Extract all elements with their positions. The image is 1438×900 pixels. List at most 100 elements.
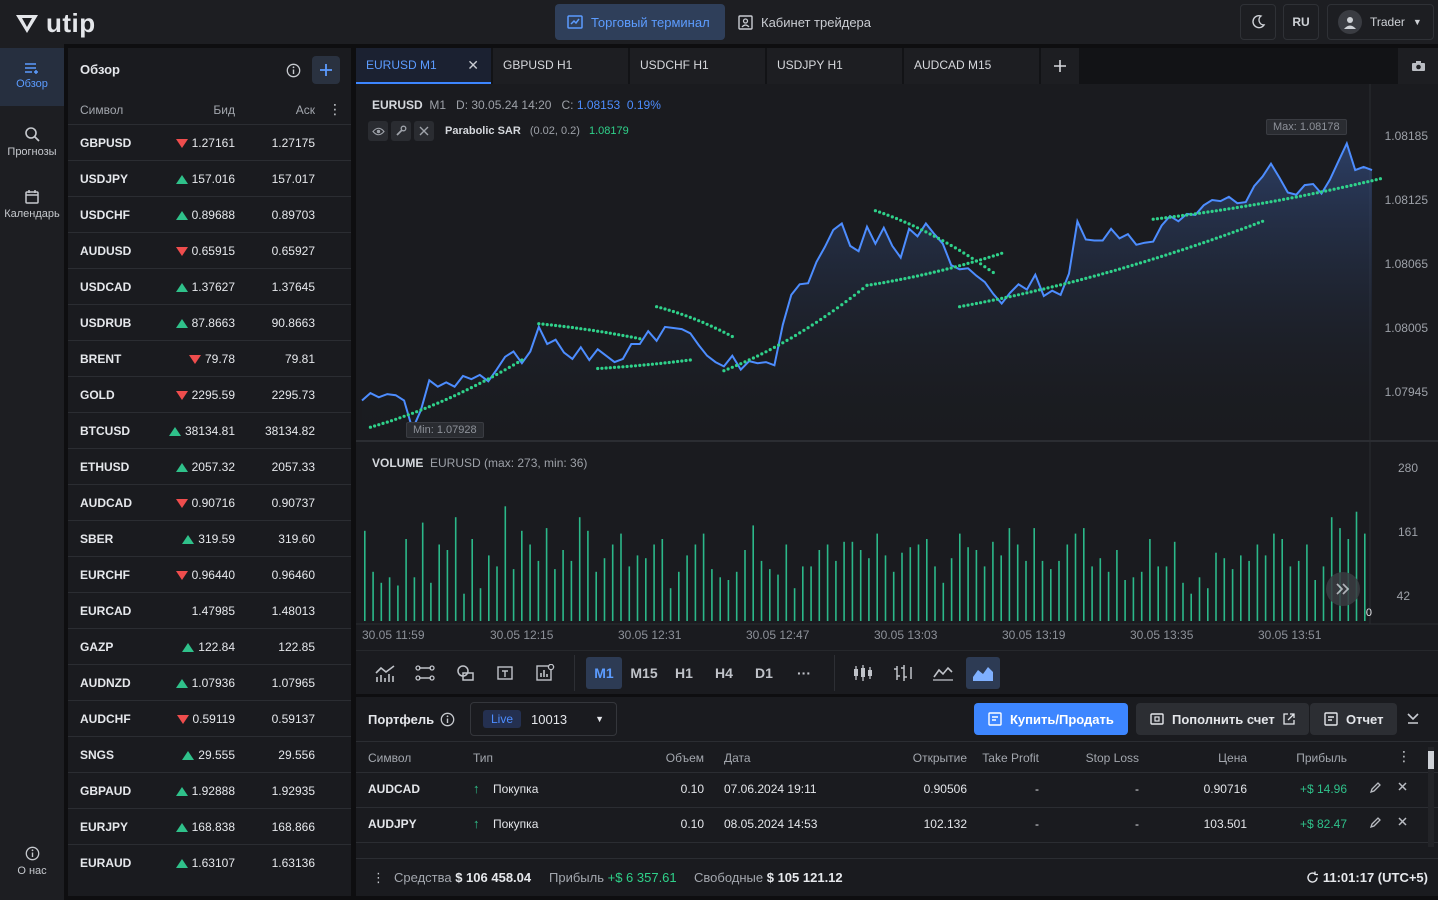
report-button[interactable]: Отчет (1310, 703, 1398, 735)
tab-label: AUDCAD M15 (914, 58, 992, 72)
language-button[interactable]: RU (1283, 4, 1319, 40)
column-header-ask[interactable]: Аск (295, 103, 315, 117)
close-position-icon[interactable] (1397, 816, 1408, 827)
close-icon[interactable]: ✕ (467, 57, 479, 73)
column-header[interactable]: Take Profit (982, 751, 1039, 765)
buy-sell-button[interactable]: Купить/Продать (974, 703, 1128, 735)
candles-chart-button[interactable] (846, 657, 880, 689)
tab-usdjpy-h1[interactable]: USDJPY H1 (767, 48, 902, 84)
column-header[interactable]: Символ (368, 751, 412, 765)
watchlist-row[interactable]: USDJPY 157.016 157.017 (68, 160, 351, 196)
column-header[interactable]: Объем (665, 751, 704, 765)
watchlist-row[interactable]: USDCHF 0.89688 0.89703 (68, 196, 351, 232)
timeframe-m1-button[interactable]: M1 (586, 657, 622, 689)
price-chart[interactable]: EURUSD M1 D: 30.05.24 14:20 C: 1.08153 0… (356, 84, 1438, 650)
shapes-button[interactable] (448, 657, 482, 689)
timeframe-h4-button[interactable]: H4 (715, 665, 733, 681)
column-header[interactable]: Цена (1218, 751, 1247, 765)
info-icon[interactable] (440, 712, 455, 727)
drawing-lines-button[interactable] (408, 657, 442, 689)
watchlist-row[interactable]: AUDUSD 0.65915 0.65927 (68, 232, 351, 268)
account-selector[interactable]: Live 10013 ▼ (470, 702, 617, 736)
watchlist-row[interactable]: GBPAUD 1.92888 1.92935 (68, 772, 351, 808)
watchlist-row[interactable]: USDRUB 87.8663 90.8663 (68, 304, 351, 340)
sar-dot (1172, 215, 1176, 219)
column-header-symbol[interactable]: Символ (80, 103, 124, 117)
tab-eurusd-m1[interactable]: EURUSD M1 ✕ (356, 48, 491, 84)
watchlist-row[interactable]: GOLD 2295.59 2295.73 (68, 376, 351, 412)
watchlist-row[interactable]: EURCHF 0.96440 0.96460 (68, 556, 351, 592)
sar-dot (739, 362, 743, 366)
sidebar-item-calendar[interactable]: Календарь (0, 190, 64, 240)
collapse-icon[interactable] (1406, 711, 1420, 725)
watchlist-row[interactable]: SBER 319.59 319.60 (68, 520, 351, 556)
line-chart-button[interactable] (926, 657, 960, 689)
column-header[interactable]: Открытие (912, 751, 967, 765)
wrench-icon[interactable] (391, 121, 411, 141)
watchlist-row[interactable]: EURCAD 1.47985 1.48013 (68, 592, 351, 628)
eye-icon[interactable] (368, 121, 388, 141)
chart-settings-button[interactable] (528, 657, 562, 689)
area-chart-button[interactable] (966, 657, 1000, 689)
watchlist-symbol: AUDCHF (80, 712, 131, 726)
watchlist-row[interactable]: BRENT 79.78 79.81 (68, 340, 351, 376)
nav-trading-terminal-button[interactable]: Торговый терминал (555, 4, 725, 40)
sar-dot (970, 260, 974, 264)
more-vertical-icon[interactable]: ⋮ (1397, 748, 1411, 764)
column-header[interactable]: Stop Loss (1085, 751, 1139, 765)
add-symbol-button[interactable] (312, 56, 340, 84)
nav-trader-cabinet-button[interactable]: Кабинет трейдера (726, 4, 883, 40)
watchlist-row[interactable]: USDCAD 1.37627 1.37645 (68, 268, 351, 304)
position-row[interactable]: AUDJPY ↑ Покупка 0.10 08.05.2024 14:53 1… (356, 808, 1438, 843)
watchlist-row[interactable]: EURJPY 168.838 168.866 (68, 808, 351, 844)
watchlist-row[interactable]: AUDCHF 0.59119 0.59137 (68, 700, 351, 736)
column-header[interactable]: Прибыль (1296, 751, 1347, 765)
sar-dot (945, 241, 949, 245)
close-icon[interactable] (414, 121, 434, 141)
screenshot-button[interactable] (1398, 48, 1438, 84)
more-vertical-icon[interactable]: ⋮ (328, 101, 342, 117)
scroll-to-latest-button[interactable] (1326, 572, 1360, 606)
timeframe-m15-button[interactable]: M15 (630, 665, 658, 681)
column-header[interactable]: Тип (473, 751, 494, 765)
watchlist-row[interactable]: ETHUSD 2057.32 2057.33 (68, 448, 351, 484)
position-row[interactable]: AUDCAD ↑ Покупка 0.10 07.06.2024 19:11 0… (356, 773, 1438, 808)
deposit-button[interactable]: Пополнить счет (1136, 703, 1309, 735)
column-header[interactable]: Дата (724, 751, 751, 765)
watchlist-row[interactable]: EURAUD 1.63107 1.63136 (68, 844, 351, 880)
bars-chart-button[interactable] (886, 657, 920, 689)
positions-scrollbar[interactable] (1428, 747, 1434, 847)
tab-gbpusd-h1[interactable]: GBPUSD H1 (493, 48, 628, 84)
add-tab-button[interactable] (1041, 48, 1079, 84)
more-timeframes-button[interactable]: ··· (797, 665, 811, 681)
chart-canvas[interactable] (356, 84, 1438, 650)
watchlist-row[interactable]: SNGS 29.555 29.556 (68, 736, 351, 772)
tab-usdchf-h1[interactable]: USDCHF H1 (630, 48, 765, 84)
watchlist-row[interactable]: BTCUSD 38134.81 38134.82 (68, 412, 351, 448)
watchlist-bid-value: 87.8663 (191, 316, 235, 330)
indicators-button[interactable] (368, 657, 402, 689)
watchlist-row[interactable]: GBPUSD 1.27161 1.27175 (68, 124, 351, 160)
column-header-bid[interactable]: Бид (213, 103, 235, 117)
volume-bar (975, 550, 978, 621)
sar-dot (701, 320, 705, 324)
sar-dot (436, 401, 440, 405)
edit-icon[interactable] (1369, 781, 1382, 794)
info-icon[interactable] (286, 63, 301, 78)
watchlist-row[interactable]: AUDNZD 1.07936 1.07965 (68, 664, 351, 700)
sidebar-item-about[interactable]: О нас (0, 846, 64, 886)
timeframe-d1-button[interactable]: D1 (755, 665, 773, 681)
edit-icon[interactable] (1369, 816, 1382, 829)
logo[interactable]: utip (14, 8, 96, 39)
watchlist-row[interactable]: GAZP 122.84 122.85 (68, 628, 351, 664)
text-tool-button[interactable] (488, 657, 522, 689)
watchlist-row[interactable]: AUDCAD 0.90716 0.90737 (68, 484, 351, 520)
sidebar-item-forecasts[interactable]: Прогнозы (0, 126, 64, 176)
close-position-icon[interactable] (1397, 781, 1408, 792)
user-menu-button[interactable]: Trader ▼ (1327, 4, 1434, 40)
theme-toggle-button[interactable] (1240, 4, 1276, 40)
sidebar-item-overview[interactable]: Обзор (0, 48, 64, 106)
more-vertical-icon[interactable]: ⋮ (372, 870, 385, 885)
timeframe-h1-button[interactable]: H1 (675, 665, 693, 681)
tab-audcad-m15[interactable]: AUDCAD M15 (904, 48, 1039, 84)
